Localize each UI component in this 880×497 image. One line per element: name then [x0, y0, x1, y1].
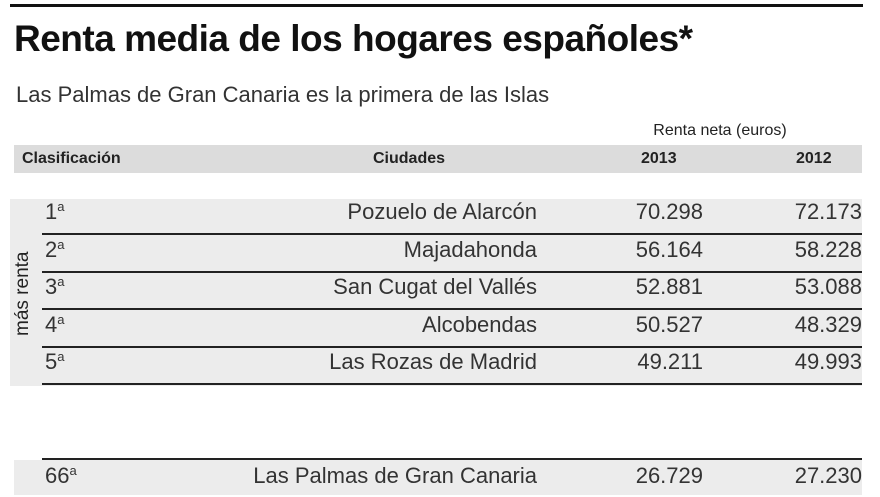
header-2013: 2013: [641, 150, 677, 167]
city-cell: Alcobendas: [422, 311, 537, 337]
rank-cell: 1a: [45, 199, 64, 225]
value-2012-cell: 72.173: [794, 199, 862, 224]
value-2012-cell: 27.230: [794, 463, 862, 488]
top-rule: [10, 4, 863, 7]
value-2012-cell: 58.228: [794, 236, 862, 262]
value-2013-cell: 52.881: [635, 274, 703, 299]
value-2012-cell: 49.993: [794, 349, 862, 374]
table-row: 4a Alcobendas 50.527 48.329: [42, 309, 862, 348]
group-header: Renta neta (euros): [653, 122, 787, 139]
city-cell: San Cugat del Vallés: [333, 274, 537, 299]
rank-ordinal: a: [57, 349, 65, 364]
table-row: 5a Las Rozas de Madrid 49.211 49.993: [42, 346, 862, 385]
rank-number: 5: [45, 349, 58, 374]
value-2012-cell: 53.088: [794, 274, 862, 299]
rank-cell: 3a: [45, 274, 64, 300]
table-row: 2a Majadahonda 56.164 58.228: [42, 234, 862, 273]
header-clasificacion: Clasificación: [22, 150, 121, 167]
rank-cell: 4a: [45, 312, 64, 338]
value-2013-cell: 26.729: [635, 463, 703, 488]
rank-number: 3: [45, 274, 58, 299]
city-cell: Las Rozas de Madrid: [329, 349, 537, 374]
header-2012: 2012: [796, 150, 832, 167]
table-row: 3a San Cugat del Vallés 52.881 53.088: [42, 271, 862, 310]
rank-number: 2: [45, 236, 58, 262]
value-2013-cell: 56.164: [635, 236, 703, 262]
value-2013-cell: 49.211: [637, 349, 703, 374]
header-band: [14, 145, 862, 173]
rank-ordinal: a: [57, 311, 65, 327]
chart-subtitle: Las Palmas de Gran Canaria es la primera…: [16, 82, 550, 107]
table-row-highlight: 66a Las Palmas de Gran Canaria 26.729 27…: [42, 458, 862, 497]
rank-number: 1: [45, 199, 58, 224]
rank-ordinal: a: [57, 199, 65, 214]
city-cell: Majadahonda: [403, 236, 537, 262]
table-row: 1a Pozuelo de Alarcón 70.298 72.173: [42, 196, 862, 235]
rank-number: 4: [45, 311, 58, 337]
highlight-band: [14, 460, 862, 495]
top-rows-band: [10, 199, 862, 386]
value-2013-cell: 70.298: [635, 199, 703, 224]
rank-cell: 2a: [45, 237, 64, 263]
rank-cell: 66a: [45, 463, 77, 489]
rank-ordinal: a: [57, 274, 65, 289]
rank-cell: 5a: [45, 349, 64, 375]
value-2012-cell: 48.329: [794, 311, 862, 337]
value-2013-cell: 50.527: [635, 311, 703, 337]
chart-title: Renta media de los hogares españoles*: [14, 18, 693, 59]
header-ciudades: Ciudades: [373, 150, 446, 167]
city-cell: Las Palmas de Gran Canaria: [253, 463, 537, 488]
city-cell: Pozuelo de Alarcón: [347, 199, 537, 224]
side-label: más renta: [12, 251, 33, 337]
rank-number: 66: [45, 463, 70, 488]
rank-ordinal: a: [69, 463, 77, 478]
rank-ordinal: a: [57, 236, 65, 252]
